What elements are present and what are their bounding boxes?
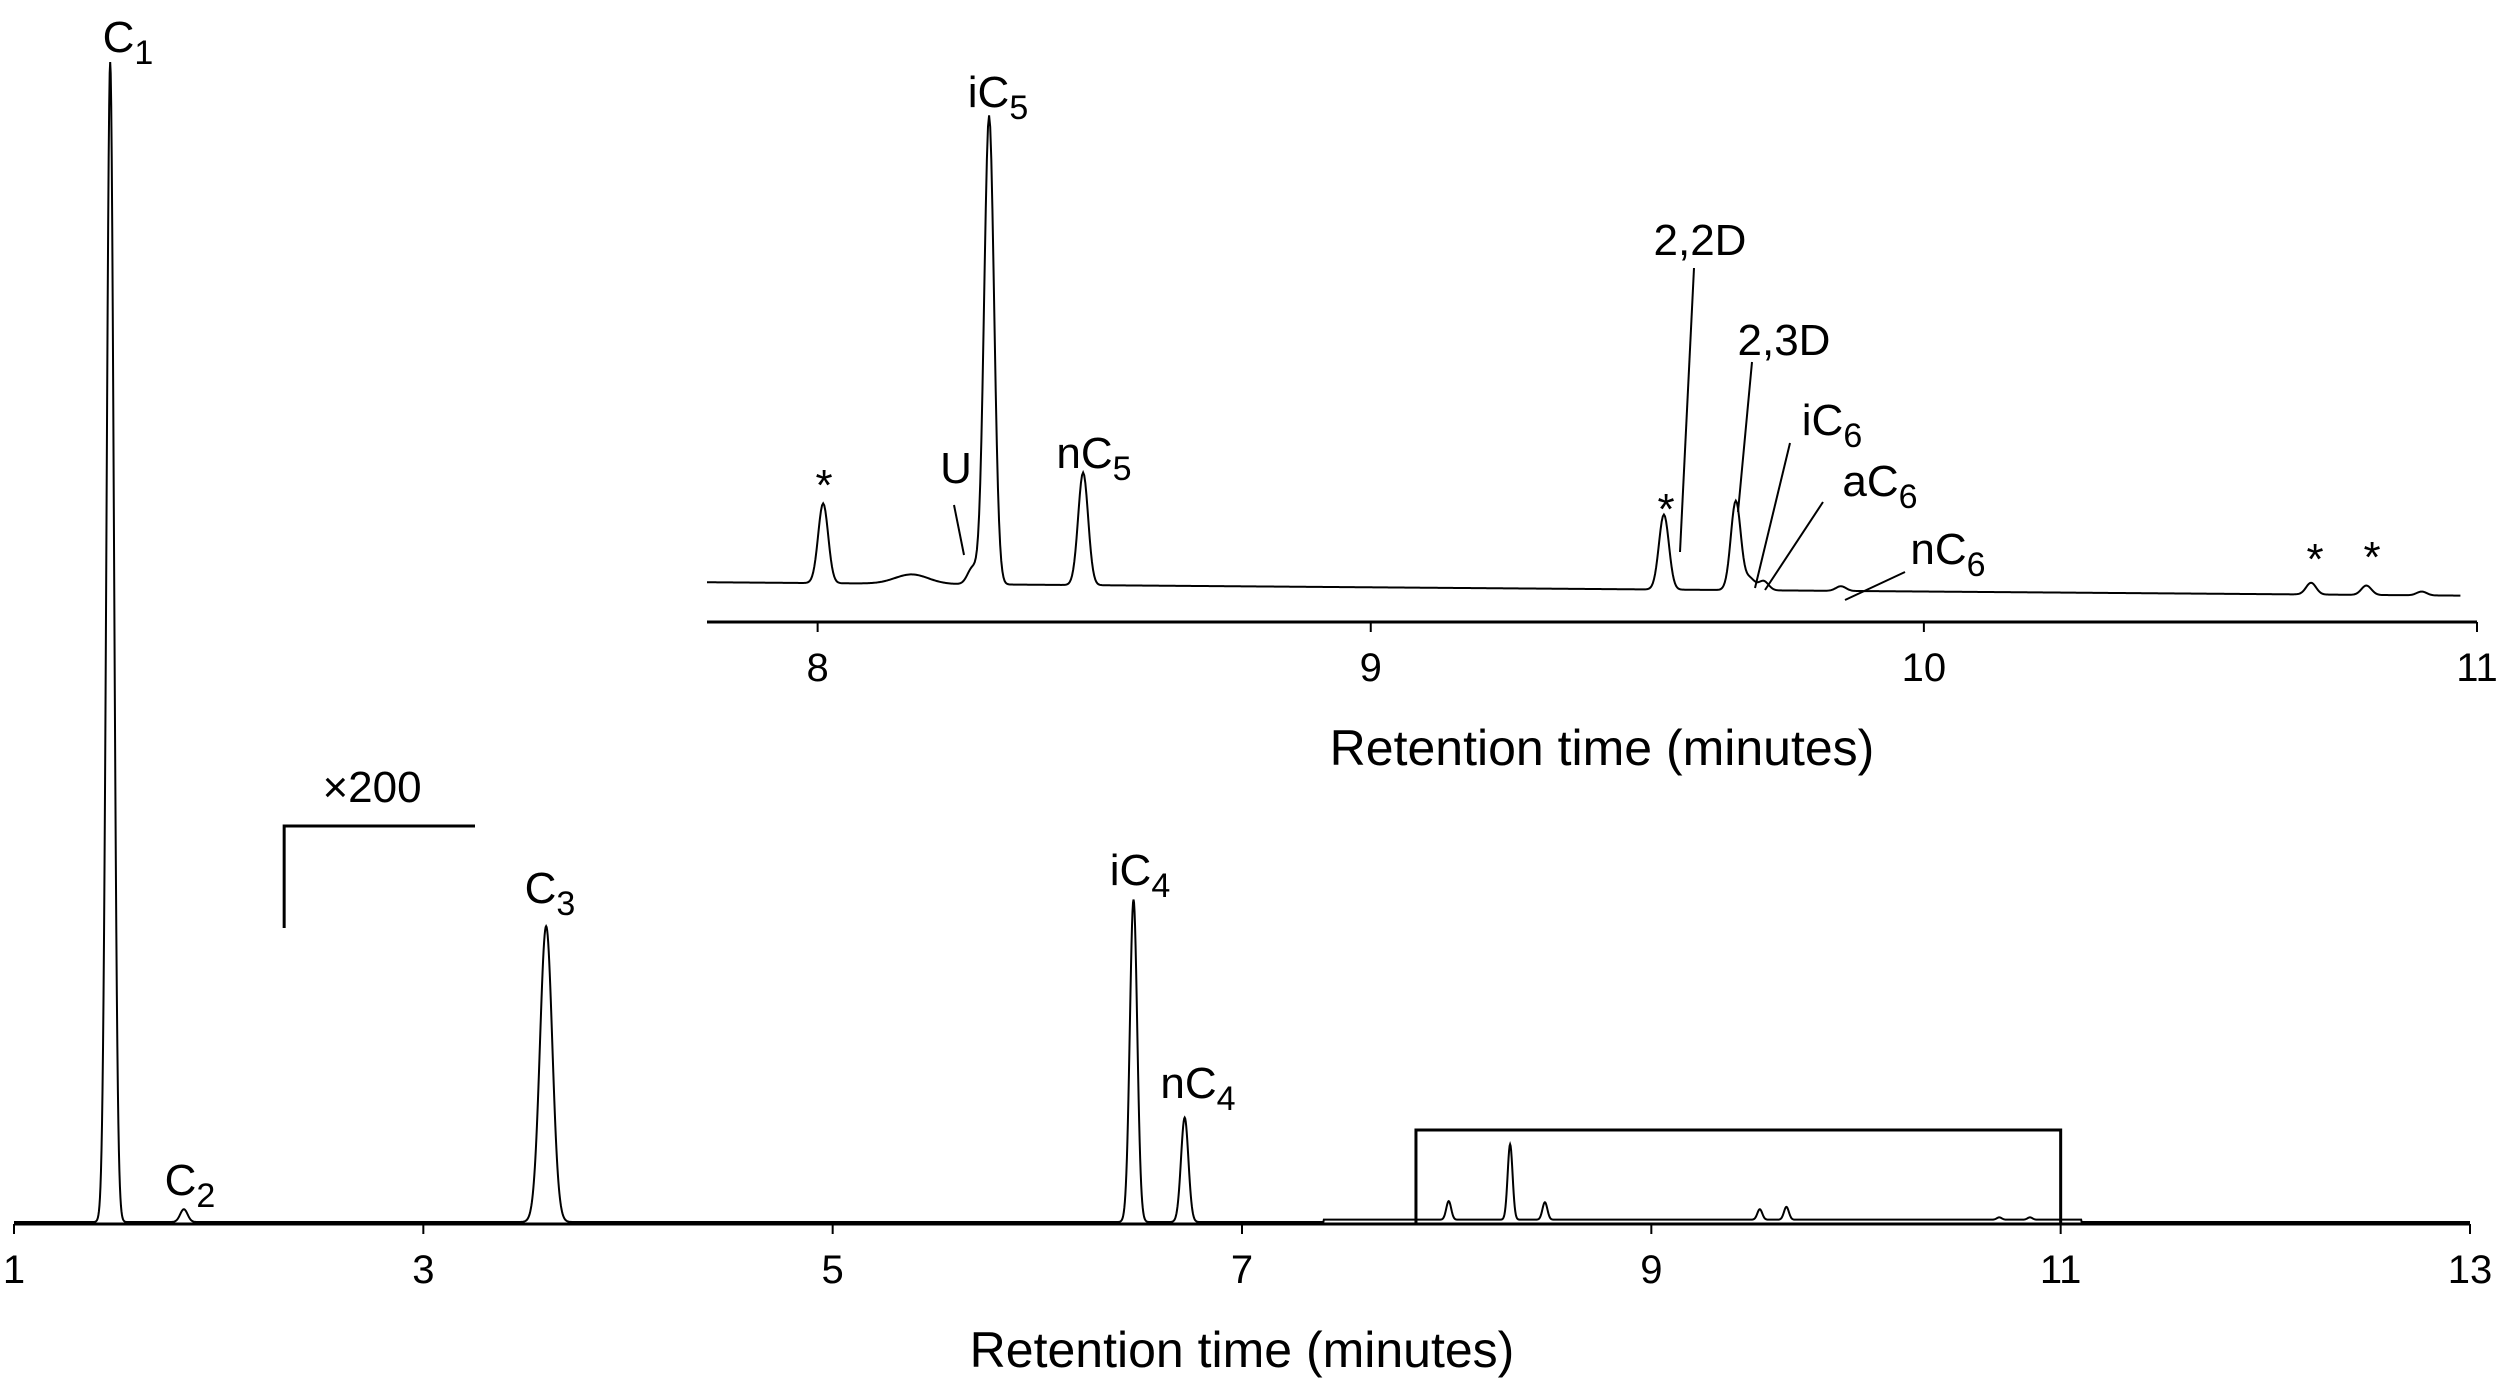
leader-line-9 — [1844, 571, 1906, 601]
main-peak-label-ic4: iC4 — [1110, 846, 1170, 905]
scale-change-bracket — [282, 824, 475, 928]
inset-peak-label-23d: 2,3D — [1738, 316, 1831, 365]
leader-line-8 — [1764, 501, 1824, 591]
inset-x-axis-label: Retention time (minutes) — [1330, 720, 1875, 776]
main-tick-label-7: 7 — [1231, 1248, 1253, 1292]
main-tick-label-11: 11 — [2040, 1248, 2082, 1292]
scale-factor-annotation: ×200 — [322, 763, 421, 812]
inset-zoom-box — [1414, 1128, 2063, 1226]
inset-tick-label-9: 9 — [1360, 646, 1382, 690]
inset-peak-label-nc5: nC5 — [1056, 429, 1131, 488]
main-tick-label-9: 9 — [1640, 1248, 1662, 1292]
inset-tick-labels: 8 9 10 11 — [807, 622, 2498, 690]
inset-peak-label-ic6: iC6 — [1802, 396, 1862, 455]
inset-trace-line — [706, 115, 2461, 597]
inset-peak-label-ic5: iC5 — [968, 68, 1028, 127]
main-peak-label-c3: C3 — [525, 864, 576, 923]
scale-change-marker: ×200 — [282, 763, 475, 928]
inset-peak-label-22d: 2,2D — [1654, 216, 1747, 265]
main-tick-label-1: 1 — [3, 1248, 25, 1292]
inset-peak-label-nc6: nC6 — [1910, 525, 1985, 584]
inset-tick-label-11: 11 — [2456, 646, 2498, 690]
inset-tick-label-10: 10 — [1902, 646, 1947, 690]
main-x-axis-label: Retention time (minutes) — [970, 1322, 1515, 1378]
main-tick-label-3: 3 — [412, 1248, 434, 1292]
leader-line-5 — [1679, 267, 1695, 553]
main-peak-label-c1: C1 — [103, 13, 154, 72]
inset-peak-label-ac6: aC6 — [1842, 457, 1917, 516]
main-tick-label-13: 13 — [2448, 1248, 2493, 1292]
inset-peak-label-u: U — [940, 444, 972, 493]
inset-peak-label-asterisk-4: * — [1657, 485, 1674, 534]
main-peak-labels: C1 C2 C3 iC4 nC4 — [103, 13, 1236, 1215]
inset-peak-label-asterisk-0: * — [815, 461, 832, 510]
leader-line-7 — [1754, 442, 1791, 589]
inset-peak-label-asterisk-11: * — [2363, 533, 2380, 582]
inset-peak-label-asterisk-10: * — [2306, 535, 2323, 584]
inset-tick-label-8: 8 — [807, 646, 829, 690]
main-trace-line — [14, 61, 2470, 1223]
leader-line-1 — [953, 504, 965, 556]
leader-line-6 — [1737, 361, 1753, 513]
main-tick-labels: 1 3 5 7 9 11 13 — [3, 1224, 2492, 1292]
main-peak-label-c2: C2 — [165, 1156, 216, 1215]
main-peak-label-nc4: nC4 — [1160, 1059, 1235, 1118]
main-tick-label-5: 5 — [822, 1248, 844, 1292]
